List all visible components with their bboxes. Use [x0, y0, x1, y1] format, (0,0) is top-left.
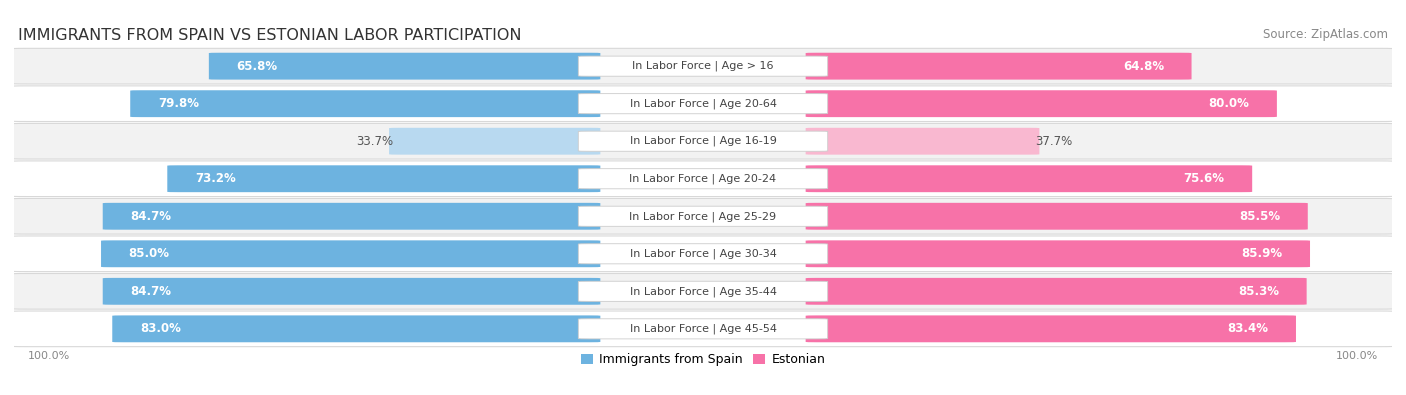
Text: In Labor Force | Age 45-54: In Labor Force | Age 45-54 — [630, 324, 776, 334]
Text: In Labor Force | Age 20-64: In Labor Force | Age 20-64 — [630, 98, 776, 109]
FancyBboxPatch shape — [101, 240, 600, 267]
Text: 84.7%: 84.7% — [131, 210, 172, 223]
FancyBboxPatch shape — [806, 90, 1277, 117]
FancyBboxPatch shape — [806, 53, 1191, 80]
FancyBboxPatch shape — [806, 278, 1306, 305]
Text: In Labor Force | Age > 16: In Labor Force | Age > 16 — [633, 61, 773, 71]
Text: 75.6%: 75.6% — [1184, 172, 1225, 185]
FancyBboxPatch shape — [806, 240, 1310, 267]
FancyBboxPatch shape — [578, 94, 828, 114]
Text: Source: ZipAtlas.com: Source: ZipAtlas.com — [1263, 28, 1388, 41]
FancyBboxPatch shape — [7, 273, 1399, 309]
FancyBboxPatch shape — [112, 315, 600, 342]
FancyBboxPatch shape — [806, 203, 1308, 230]
FancyBboxPatch shape — [806, 165, 1253, 192]
Text: 85.9%: 85.9% — [1241, 247, 1282, 260]
FancyBboxPatch shape — [7, 123, 1399, 159]
Text: 65.8%: 65.8% — [236, 60, 277, 73]
Text: 64.8%: 64.8% — [1123, 60, 1164, 73]
FancyBboxPatch shape — [806, 128, 1039, 155]
FancyBboxPatch shape — [578, 244, 828, 264]
FancyBboxPatch shape — [131, 90, 600, 117]
FancyBboxPatch shape — [806, 315, 1296, 342]
FancyBboxPatch shape — [209, 53, 600, 80]
Text: 85.0%: 85.0% — [128, 247, 170, 260]
Text: In Labor Force | Age 16-19: In Labor Force | Age 16-19 — [630, 136, 776, 147]
FancyBboxPatch shape — [7, 198, 1399, 234]
Text: 84.7%: 84.7% — [131, 285, 172, 298]
FancyBboxPatch shape — [578, 281, 828, 301]
Text: IMMIGRANTS FROM SPAIN VS ESTONIAN LABOR PARTICIPATION: IMMIGRANTS FROM SPAIN VS ESTONIAN LABOR … — [18, 28, 522, 43]
FancyBboxPatch shape — [167, 165, 600, 192]
Text: 79.8%: 79.8% — [157, 97, 198, 110]
Text: 73.2%: 73.2% — [195, 172, 236, 185]
FancyBboxPatch shape — [7, 236, 1399, 272]
FancyBboxPatch shape — [578, 206, 828, 226]
Text: In Labor Force | Age 25-29: In Labor Force | Age 25-29 — [630, 211, 776, 222]
Text: 83.4%: 83.4% — [1227, 322, 1268, 335]
FancyBboxPatch shape — [103, 278, 600, 305]
Text: 85.3%: 85.3% — [1239, 285, 1279, 298]
Text: In Labor Force | Age 35-44: In Labor Force | Age 35-44 — [630, 286, 776, 297]
FancyBboxPatch shape — [7, 311, 1399, 347]
Text: 80.0%: 80.0% — [1208, 97, 1250, 110]
Text: 33.7%: 33.7% — [356, 135, 394, 148]
FancyBboxPatch shape — [578, 56, 828, 76]
FancyBboxPatch shape — [7, 161, 1399, 197]
Text: 100.0%: 100.0% — [1336, 351, 1378, 361]
FancyBboxPatch shape — [7, 86, 1399, 122]
Text: 37.7%: 37.7% — [1035, 135, 1073, 148]
FancyBboxPatch shape — [578, 319, 828, 339]
Text: In Labor Force | Age 20-24: In Labor Force | Age 20-24 — [630, 173, 776, 184]
FancyBboxPatch shape — [389, 128, 600, 155]
Text: In Labor Force | Age 30-34: In Labor Force | Age 30-34 — [630, 248, 776, 259]
Text: 85.5%: 85.5% — [1239, 210, 1281, 223]
FancyBboxPatch shape — [103, 203, 600, 230]
FancyBboxPatch shape — [7, 48, 1399, 84]
FancyBboxPatch shape — [578, 131, 828, 151]
FancyBboxPatch shape — [578, 169, 828, 189]
Legend: Immigrants from Spain, Estonian: Immigrants from Spain, Estonian — [575, 348, 831, 371]
Text: 100.0%: 100.0% — [28, 351, 70, 361]
Text: 83.0%: 83.0% — [139, 322, 181, 335]
